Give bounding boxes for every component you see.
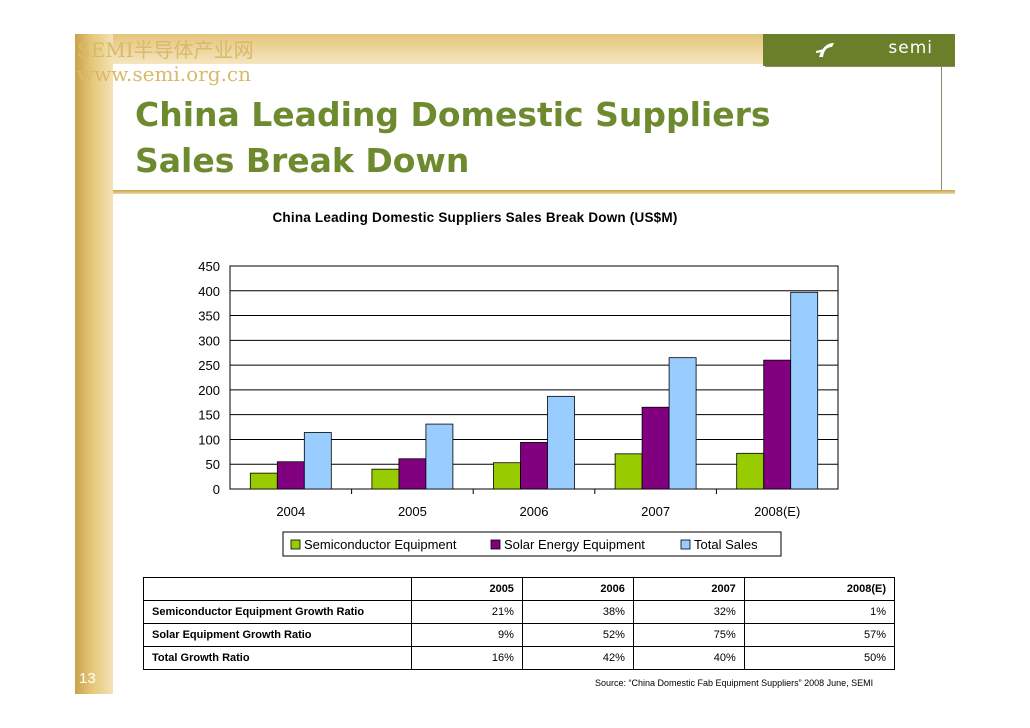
legend-swatch <box>490 539 501 550</box>
legend-swatch <box>290 539 301 550</box>
y-tick-label: 150 <box>198 408 220 423</box>
table-row: Solar Equipment Growth Ratio 9% 52% 75% … <box>143 623 896 647</box>
y-tick-label: 100 <box>198 432 220 447</box>
table-row-label: Total Growth Ratio <box>143 646 412 670</box>
bar <box>398 458 427 490</box>
table-header-cell <box>143 577 412 601</box>
table-row: Semiconductor Equipment Growth Ratio 21%… <box>143 600 896 624</box>
page-number: 13 <box>79 670 96 687</box>
table-cell: 32% <box>632 600 745 624</box>
table-cell: 50% <box>743 646 896 670</box>
y-tick-label: 400 <box>198 284 220 299</box>
table-cell: 75% <box>632 623 745 647</box>
bar <box>736 452 765 490</box>
y-tick-label: 300 <box>198 333 220 348</box>
table-cell: 16% <box>411 646 523 670</box>
bar <box>668 357 697 490</box>
table-header-cell: 2008(E) <box>743 577 896 601</box>
bar <box>303 432 332 490</box>
table-header-row: 2005 2006 2007 2008(E) <box>143 577 896 601</box>
bar <box>547 395 575 490</box>
bar <box>493 462 521 490</box>
y-tick-label: 250 <box>198 358 220 373</box>
bar <box>371 468 400 490</box>
table-cell: 57% <box>743 623 896 647</box>
semi-logo-icon <box>816 43 834 57</box>
slide-title-line2: Sales Break Down <box>135 141 470 180</box>
table-row-label: Semiconductor Equipment Growth Ratio <box>143 600 412 624</box>
x-tick-label: 2004 <box>276 504 305 519</box>
title-rule-top <box>765 66 955 67</box>
bar <box>520 442 548 490</box>
title-rule-vertical <box>941 66 942 192</box>
bar <box>641 406 670 490</box>
y-tick-label: 450 <box>198 259 220 274</box>
bar <box>763 359 792 490</box>
table-row: Total Growth Ratio 16% 42% 40% 50% <box>143 646 896 670</box>
table-cell: 1% <box>743 600 896 624</box>
y-tick-label: 0 <box>213 482 220 497</box>
table-cell: 42% <box>521 646 634 670</box>
x-tick-label: 2006 <box>520 504 549 519</box>
y-tick-label: 200 <box>198 383 220 398</box>
table-cell: 38% <box>521 600 634 624</box>
x-tick-label: 2007 <box>641 504 670 519</box>
y-tick-label: 350 <box>198 309 220 324</box>
legend-swatch <box>680 539 691 550</box>
top-decor-band <box>113 34 763 64</box>
legend-label: Total Sales <box>694 537 758 552</box>
table-row-label: Solar Equipment Growth Ratio <box>143 623 412 647</box>
source-note: Source: “China Domestic Fab Equipment Su… <box>595 678 874 688</box>
table-cell: 52% <box>521 623 634 647</box>
bar <box>249 472 278 490</box>
watermark-line1: SEMI半导体产业网 <box>77 38 254 62</box>
table-header-cell: 2005 <box>411 577 523 601</box>
table-cell: 40% <box>632 646 745 670</box>
bar-chart: 0 50 100 150 200 250 300 350 400 450 2004 2005 2006 2… <box>198 259 839 557</box>
bar <box>276 461 305 490</box>
table-cell: 21% <box>411 600 523 624</box>
growth-ratio-table: 2005 2006 2007 2008(E) Semiconductor Equ… <box>143 577 896 670</box>
y-tick-label: 50 <box>206 457 220 472</box>
slide-title: China Leading Domestic Suppliers Sales B… <box>135 92 771 184</box>
x-tick-label: 2005 <box>398 504 427 519</box>
slide-title-line1: China Leading Domestic Suppliers <box>135 95 771 134</box>
legend-label: Solar Energy Equipment <box>504 537 645 552</box>
table-header-cell: 2006 <box>521 577 634 601</box>
semi-logo: semi <box>763 34 955 66</box>
bar <box>790 291 819 490</box>
watermark-line2: www.semi.org.cn <box>77 62 252 86</box>
table-cell: 9% <box>411 623 523 647</box>
legend <box>282 531 782 557</box>
semi-logo-text: semi <box>888 38 933 58</box>
chart-title: China Leading Domestic Suppliers Sales B… <box>272 210 678 225</box>
x-tick-label: 2008(E) <box>754 504 800 519</box>
title-rule-bottom <box>113 190 955 194</box>
table-header-cell: 2007 <box>632 577 745 601</box>
left-decor-band <box>75 34 113 694</box>
slide: semi SEMI半导体产业网 www.semi.org.cn China Le… <box>75 34 955 694</box>
bar <box>614 453 643 490</box>
legend-label: Semiconductor Equipment <box>304 537 457 552</box>
bar <box>425 423 454 490</box>
